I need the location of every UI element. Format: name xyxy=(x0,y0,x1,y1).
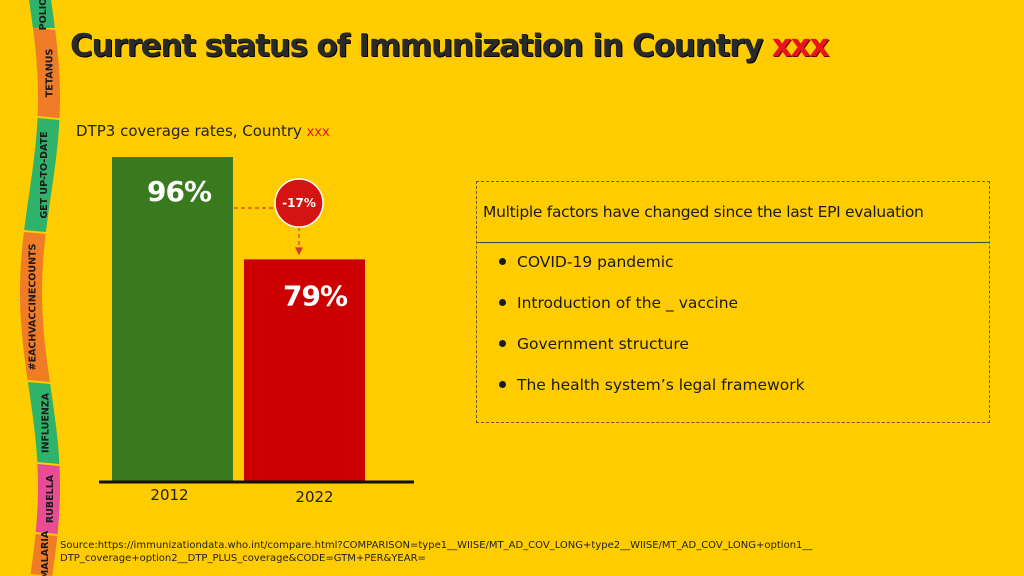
ribbon-segment xyxy=(30,534,58,576)
chart-caption: DTP3 coverage rates, Country xxx xyxy=(76,122,330,140)
ribbon-segment xyxy=(27,382,60,464)
page-title-country: xxx xyxy=(771,28,830,64)
source-citation: Source:https://immunizationdata.who.int/… xyxy=(60,539,960,565)
source-line-1: Source:https://immunizationdata.who.int/… xyxy=(60,540,813,551)
bar-2012 xyxy=(112,157,233,481)
change-badge-label: -17% xyxy=(282,196,316,210)
factor-item: COVID-19 pandemic xyxy=(499,241,989,282)
bullet-icon xyxy=(499,258,506,265)
factors-heading: Multiple factors have changed since the … xyxy=(477,182,989,243)
bullet-icon xyxy=(499,381,506,388)
ribbon-word: INFLUENZA xyxy=(41,392,52,453)
chart-caption-text: DTP3 coverage rates, Country xyxy=(76,122,302,140)
ribbon-segment xyxy=(29,0,55,28)
ribbon-word: GET UP-TO-DATE xyxy=(39,131,50,218)
change-arrow-head xyxy=(295,247,303,256)
factor-item-text: The health system’s legal framework xyxy=(517,375,805,394)
ribbon-segment xyxy=(35,464,60,534)
ribbon-segment xyxy=(20,232,50,382)
bar-value-label-2012: 96% xyxy=(147,175,212,208)
page-title: Current status of Immunization in Countr… xyxy=(70,28,830,64)
chart-caption-country: xxx xyxy=(306,125,330,140)
ribbon-word: MALARIA xyxy=(40,530,51,576)
ribbon-segment xyxy=(24,118,60,232)
ribbon-word: TETANUS xyxy=(44,49,55,98)
bar-value-label-2022: 79% xyxy=(283,279,348,312)
x-tick-label-2022: 2022 xyxy=(295,488,333,506)
factors-box: Multiple factors have changed since the … xyxy=(476,181,990,423)
x-tick-label-2012: 2012 xyxy=(150,486,188,504)
ribbon-word: #EACHVACCINECOUNTS xyxy=(27,243,38,370)
factor-item: Government structure xyxy=(499,323,989,364)
factor-item: Introduction of the _ vaccine xyxy=(499,282,989,323)
decorative-ribbon: POLIO TETANUS GET UP-TO-DATE #EACHVACCINECO… xyxy=(20,0,60,576)
page-title-main: Current status of Immunization in Countr… xyxy=(70,28,763,64)
bar-2022 xyxy=(244,259,365,481)
factor-item-text: Government structure xyxy=(517,334,689,353)
factor-item-text: Introduction of the _ vaccine xyxy=(517,293,739,312)
ribbon-word: POLIO xyxy=(38,0,49,30)
change-badge xyxy=(274,178,324,228)
factor-item: The health system’s legal framework xyxy=(499,364,989,405)
factor-item-text: COVID-19 pandemic xyxy=(517,252,674,271)
bullet-icon xyxy=(499,299,506,306)
ribbon-word: RUBELLA xyxy=(45,474,56,523)
bullet-icon xyxy=(499,340,506,347)
source-line-2: DTP_coverage+option2__DTP_PLUS_coverage&… xyxy=(60,553,426,564)
factors-list: COVID-19 pandemic Introduction of the _ … xyxy=(477,241,989,405)
ribbon-segment xyxy=(32,28,60,118)
dtp3-bar-chart: -17% 96% 2012 79% 2022 xyxy=(99,157,414,506)
